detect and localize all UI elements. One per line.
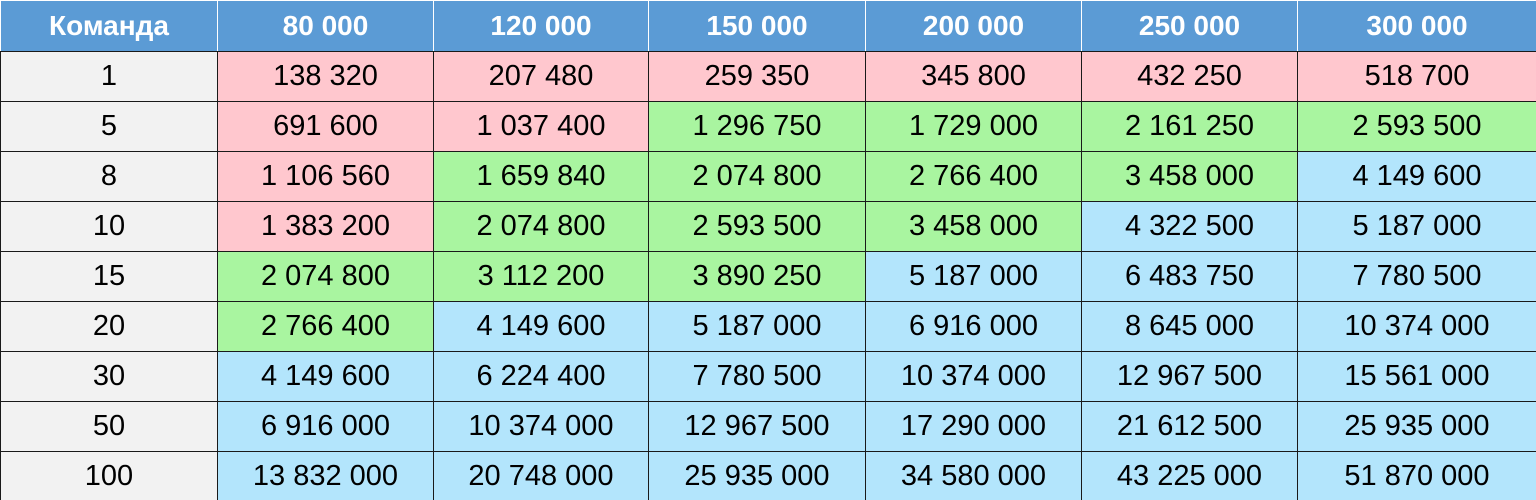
- table-cell: 4 322 500: [1081, 201, 1298, 252]
- table-cell: 2 593 500: [1297, 101, 1536, 152]
- table-cell: 1 037 400: [433, 101, 649, 152]
- table-row: 5 691 600 1 037 400 1 296 750 1 729 000 …: [0, 101, 1536, 152]
- table-cell: 2 161 250: [1081, 101, 1298, 152]
- table-cell: 25 935 000: [648, 451, 866, 500]
- header-column: 80 000: [217, 0, 434, 52]
- table-cell: 691 600: [217, 101, 434, 152]
- table-cell: 25 935 000: [1297, 401, 1536, 452]
- table-cell: 43 225 000: [1081, 451, 1298, 500]
- table-cell: 2 766 400: [865, 151, 1082, 202]
- table-cell: 2 074 800: [217, 251, 434, 302]
- table-cell: 10 374 000: [1297, 301, 1536, 352]
- table-cell: 3 112 200: [433, 251, 649, 302]
- table-cell: 518 700: [1297, 51, 1536, 102]
- table-cell: 12 967 500: [1081, 351, 1298, 402]
- table-cell: 6 483 750: [1081, 251, 1298, 302]
- header-column: 250 000: [1081, 0, 1298, 52]
- table-cell: 207 480: [433, 51, 649, 102]
- table-cell: 3 890 250: [648, 251, 866, 302]
- table-cell: 7 780 500: [648, 351, 866, 402]
- table-cell: 6 224 400: [433, 351, 649, 402]
- header-team-label: Команда: [0, 0, 218, 52]
- table-cell: 5 187 000: [865, 251, 1082, 302]
- table-cell: 432 250: [1081, 51, 1298, 102]
- row-label: 30: [0, 351, 218, 402]
- table-cell: 6 916 000: [217, 401, 434, 452]
- table-row: 30 4 149 600 6 224 400 7 780 500 10 374 …: [0, 351, 1536, 402]
- table-cell: 4 149 600: [433, 301, 649, 352]
- header-column: 150 000: [648, 0, 866, 52]
- table-cell: 4 149 600: [1297, 151, 1536, 202]
- table-cell: 34 580 000: [865, 451, 1082, 500]
- table-cell: 8 645 000: [1081, 301, 1298, 352]
- table-cell: 2 593 500: [648, 201, 866, 252]
- row-label: 100: [0, 451, 218, 500]
- table-cell: 2 766 400: [217, 301, 434, 352]
- row-label: 5: [0, 101, 218, 152]
- table-row: 100 13 832 000 20 748 000 25 935 000 34 …: [0, 451, 1536, 500]
- table-cell: 17 290 000: [865, 401, 1082, 452]
- row-label: 50: [0, 401, 218, 452]
- table-row: 50 6 916 000 10 374 000 12 967 500 17 29…: [0, 401, 1536, 452]
- table-row: 15 2 074 800 3 112 200 3 890 250 5 187 0…: [0, 251, 1536, 302]
- table-cell: 1 106 560: [217, 151, 434, 202]
- row-label: 10: [0, 201, 218, 252]
- table-cell: 3 458 000: [865, 201, 1082, 252]
- header-row: Команда 80 000 120 000 150 000 200 000 2…: [0, 0, 1536, 52]
- table-row: 1 138 320 207 480 259 350 345 800 432 25…: [0, 51, 1536, 102]
- table-cell: 20 748 000: [433, 451, 649, 500]
- header-column: 300 000: [1297, 0, 1536, 52]
- header-column: 200 000: [865, 0, 1082, 52]
- table-cell: 15 561 000: [1297, 351, 1536, 402]
- table-row: 10 1 383 200 2 074 800 2 593 500 3 458 0…: [0, 201, 1536, 252]
- table-cell: 51 870 000: [1297, 451, 1536, 500]
- table-cell: 1 296 750: [648, 101, 866, 152]
- table-cell: 10 374 000: [865, 351, 1082, 402]
- table-cell: 4 149 600: [217, 351, 434, 402]
- table-cell: 13 832 000: [217, 451, 434, 500]
- row-label: 8: [0, 151, 218, 202]
- row-label: 20: [0, 301, 218, 352]
- table-cell: 1 659 840: [433, 151, 649, 202]
- header-column: 120 000: [433, 0, 649, 52]
- table-cell: 345 800: [865, 51, 1082, 102]
- table-cell: 138 320: [217, 51, 434, 102]
- table-cell: 1 383 200: [217, 201, 434, 252]
- table-cell: 12 967 500: [648, 401, 866, 452]
- table-cell: 6 916 000: [865, 301, 1082, 352]
- table-cell: 10 374 000: [433, 401, 649, 452]
- row-label: 15: [0, 251, 218, 302]
- table-cell: 5 187 000: [648, 301, 866, 352]
- table-cell: 259 350: [648, 51, 866, 102]
- table-cell: 7 780 500: [1297, 251, 1536, 302]
- table-cell: 2 074 800: [433, 201, 649, 252]
- table-row: 8 1 106 560 1 659 840 2 074 800 2 766 40…: [0, 151, 1536, 202]
- table-row: 20 2 766 400 4 149 600 5 187 000 6 916 0…: [0, 301, 1536, 352]
- table-cell: 1 729 000: [865, 101, 1082, 152]
- row-label: 1: [0, 51, 218, 102]
- table-cell: 3 458 000: [1081, 151, 1298, 202]
- table-cell: 2 074 800: [648, 151, 866, 202]
- table-body: 1 138 320 207 480 259 350 345 800 432 25…: [0, 51, 1536, 500]
- table-cell: 21 612 500: [1081, 401, 1298, 452]
- table-cell: 5 187 000: [1297, 201, 1536, 252]
